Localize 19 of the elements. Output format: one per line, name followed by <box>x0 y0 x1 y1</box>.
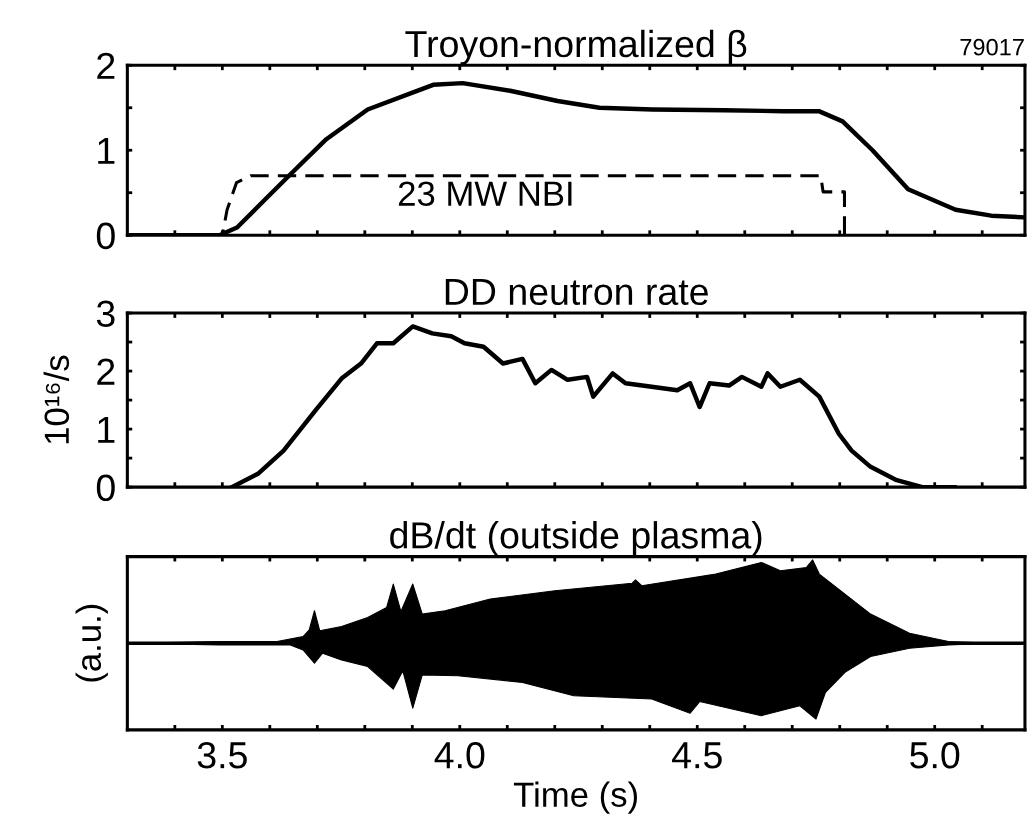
y-tick-label: 2 <box>97 52 115 79</box>
x-tick-label: 4.0 <box>434 741 485 769</box>
chart-title: Troyon-normalized β <box>405 29 747 65</box>
x-tick-label: 3.5 <box>197 741 247 769</box>
y-tick-label: 2 <box>97 358 115 385</box>
y-tick-label: 1 <box>98 138 115 164</box>
y-tick-label: 1 <box>98 416 115 443</box>
y-axis-title: 10¹⁶/s <box>43 355 70 444</box>
x-axis-title: Time (s) <box>513 781 637 814</box>
x-tick-label: 4.5 <box>672 742 722 769</box>
y-tick-label: 3 <box>96 300 115 327</box>
y-tick-label: 0 <box>96 474 115 502</box>
x-tick-label: 5.0 <box>910 741 960 769</box>
text: 79017 <box>960 38 1024 56</box>
chart-title: dB/dt (outside plasma) <box>390 521 762 557</box>
y-axis-title: (a.u.) <box>75 604 108 682</box>
series-label: 23 MW NBI <box>398 181 572 206</box>
chart-title: DD neutron rate <box>445 278 708 306</box>
y-tick-label: 0 <box>96 222 115 250</box>
